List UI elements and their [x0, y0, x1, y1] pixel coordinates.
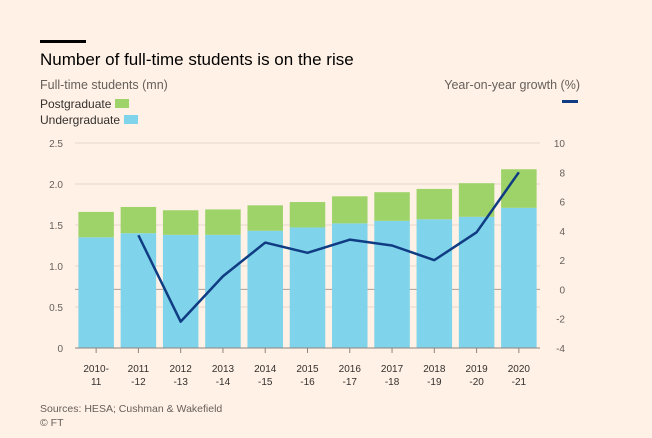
x-tick-label: -19: [427, 377, 442, 388]
legend-postgraduate-swatch: [115, 99, 130, 109]
x-tick-label: -16: [300, 377, 315, 388]
x-tick-label: -15: [258, 377, 273, 388]
bar-postgraduate: [374, 192, 410, 221]
left-tick-label: 2.0: [49, 180, 63, 191]
legend-undergraduate: Undergraduate: [40, 112, 139, 127]
right-tick-label: 2: [559, 256, 565, 267]
ft-credit: © FT: [40, 417, 64, 429]
bar-undergraduate: [205, 234, 241, 348]
bar-undergraduate: [247, 230, 283, 348]
bar-undergraduate: [501, 207, 537, 348]
legend-postgraduate-label: Postgraduate: [40, 96, 112, 111]
bar-postgraduate: [416, 188, 453, 220]
title-accent-bar: [40, 40, 86, 43]
right-tick-label: 0: [559, 285, 565, 296]
left-tick-label: 0.5: [49, 303, 63, 314]
bar-undergraduate: [120, 233, 157, 348]
bar-undergraduate: [78, 237, 114, 348]
x-tick-label: 2010-: [83, 364, 109, 375]
right-tick-label: 6: [559, 198, 565, 209]
x-tick-label: 11: [91, 377, 102, 388]
bar-postgraduate: [332, 196, 368, 224]
legend-postgraduate: Postgraduate: [40, 96, 130, 111]
bar-postgraduate: [458, 183, 495, 217]
x-tick-label: -12: [131, 377, 146, 388]
right-tick-label: 10: [554, 139, 566, 150]
left-tick-label: 1.5: [49, 221, 63, 232]
bar-undergraduate: [289, 227, 326, 348]
x-tick-label: 2011: [128, 364, 150, 375]
bar-undergraduate: [162, 234, 199, 348]
x-tick-label: 2014: [254, 364, 277, 375]
x-tick-label: 2016: [339, 364, 362, 375]
growth-legend-line: [562, 100, 578, 103]
legend-undergraduate-swatch: [124, 115, 139, 125]
right-tick-label: -4: [556, 344, 565, 355]
x-tick-label: 2020: [508, 364, 531, 375]
left-tick-label: 0: [57, 344, 63, 355]
bar-postgraduate: [78, 211, 114, 238]
x-tick-label: 2019: [465, 364, 488, 375]
x-tick-label: 2018: [423, 364, 446, 375]
bar-undergraduate: [458, 216, 495, 348]
chart-title: Number of full-time students is on the r…: [40, 50, 354, 69]
left-tick-label: 1.0: [49, 262, 63, 273]
bar-postgraduate: [289, 202, 326, 228]
bar-undergraduate: [374, 220, 410, 348]
bar-postgraduate: [120, 206, 157, 234]
legend-undergraduate-label: Undergraduate: [40, 112, 121, 127]
bar-postgraduate: [162, 210, 199, 235]
x-tick-label: -21: [512, 377, 527, 388]
x-tick-label: 2017: [381, 364, 404, 375]
x-tick-label: -17: [343, 377, 358, 388]
x-tick-label: -20: [469, 377, 484, 388]
x-tick-label: 2015: [296, 364, 319, 375]
growth-line: [137, 171, 520, 323]
right-axis-title: Year-on-year growth (%): [444, 78, 580, 92]
x-tick-label: -18: [385, 377, 400, 388]
x-tick-label: 2012: [170, 364, 193, 375]
right-tick-label: -2: [556, 315, 565, 326]
right-tick-label: 8: [559, 168, 565, 179]
bar-postgraduate: [247, 205, 283, 231]
x-tick-label: -14: [216, 377, 231, 388]
bar-undergraduate: [416, 219, 453, 348]
x-tick-label: -13: [173, 377, 188, 388]
left-tick-label: 2.5: [49, 139, 63, 150]
source-note: Sources: HESA; Cushman & Wakefield: [40, 403, 223, 415]
left-axis-title: Full-time students (mn): [40, 78, 168, 92]
bar-postgraduate: [205, 209, 241, 235]
right-tick-label: 4: [559, 227, 565, 238]
x-tick-label: 2013: [212, 364, 235, 375]
